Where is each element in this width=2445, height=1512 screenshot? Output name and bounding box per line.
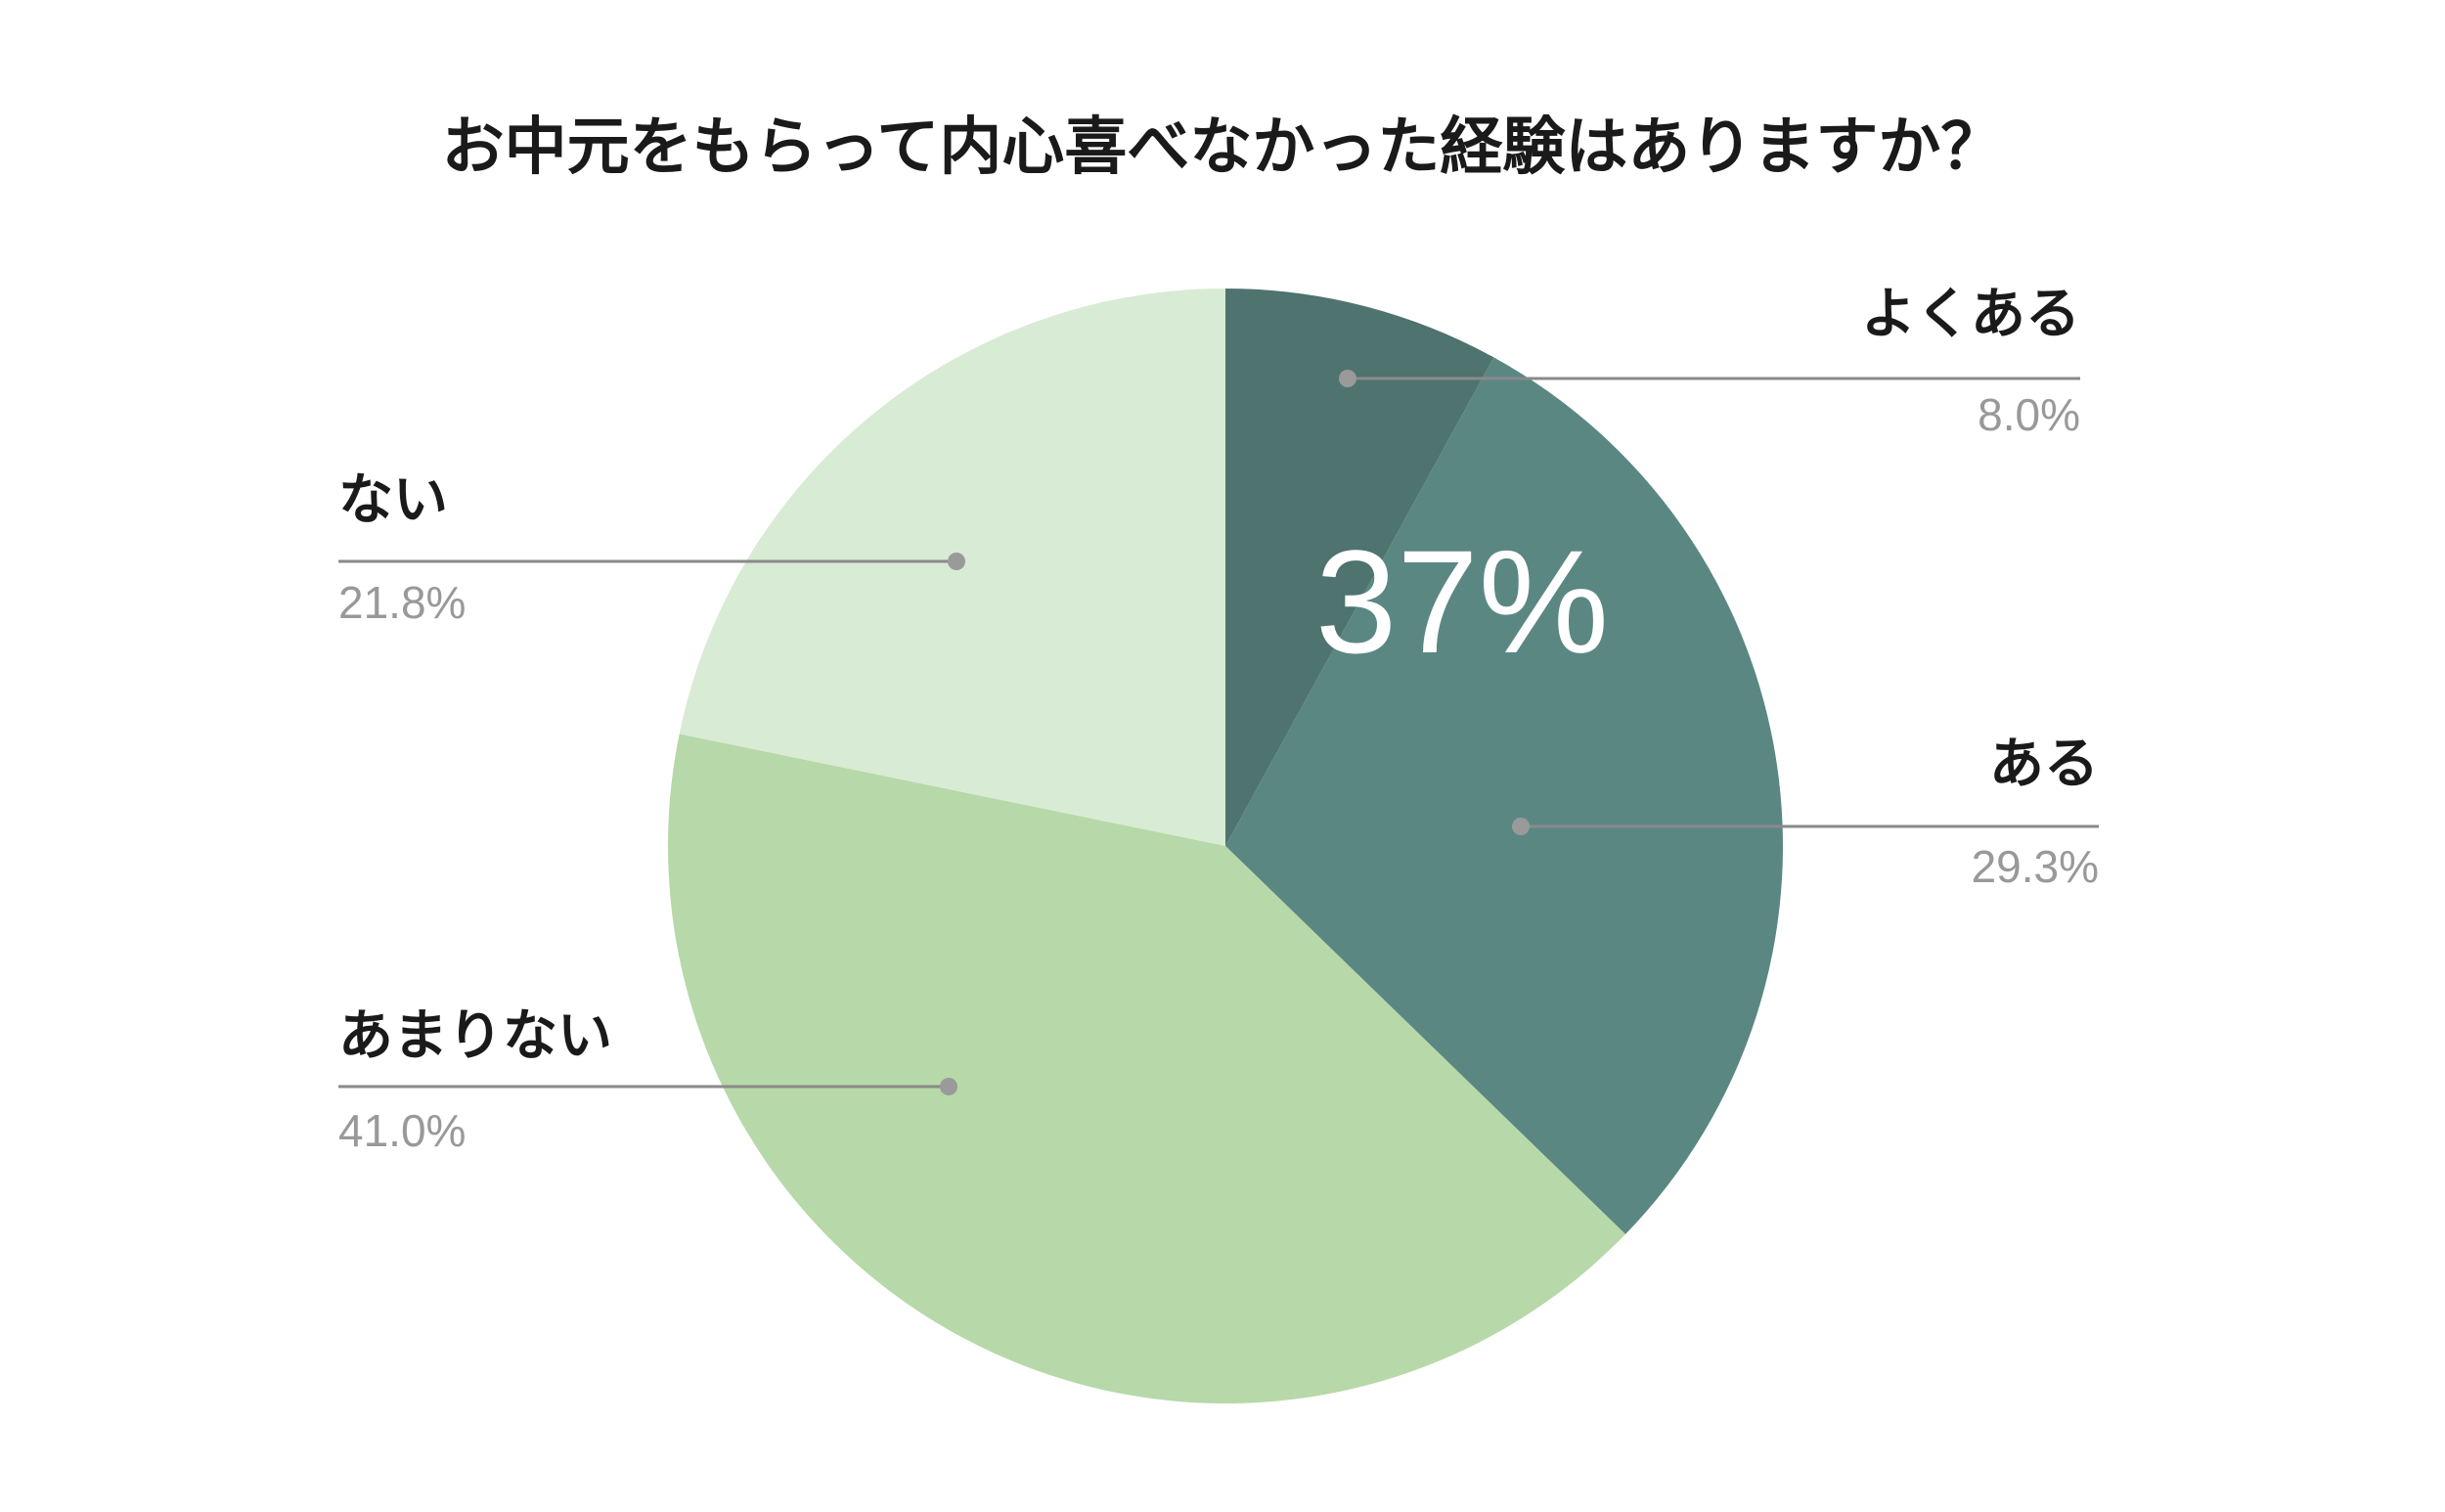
pie-slice-3 bbox=[667, 734, 1626, 1404]
chart-title: お中元をもらって内心喜べなかった経験はありますか？ bbox=[442, 111, 2004, 184]
leader-dot-3 bbox=[940, 1078, 957, 1095]
pie-slice-2 bbox=[1225, 357, 1783, 1234]
pie-slices bbox=[667, 289, 1783, 1404]
category-label-1: よくある bbox=[1861, 283, 2080, 346]
category-label-2: ある bbox=[1989, 733, 2099, 796]
pie-slice-1 bbox=[1225, 289, 1494, 846]
leader-dot-2 bbox=[1512, 818, 1530, 835]
percent-label-2: 29.3% bbox=[1972, 841, 2099, 892]
leader-dot-1 bbox=[1339, 370, 1356, 387]
leader-dot-4 bbox=[948, 553, 965, 570]
percent-label-3: 41.0% bbox=[338, 1105, 466, 1156]
highlight-annotation: 37% bbox=[1315, 519, 1609, 684]
category-label-4: ない bbox=[338, 468, 448, 532]
percent-label-1: 8.0% bbox=[1978, 389, 2080, 440]
percent-label-4: 21.8% bbox=[338, 577, 466, 628]
label-leaders: よくある 8.0% ある 29.3% あまりない 41.0% ない 21.8% bbox=[338, 283, 2099, 1156]
category-label-3: あまりない bbox=[338, 1004, 612, 1068]
